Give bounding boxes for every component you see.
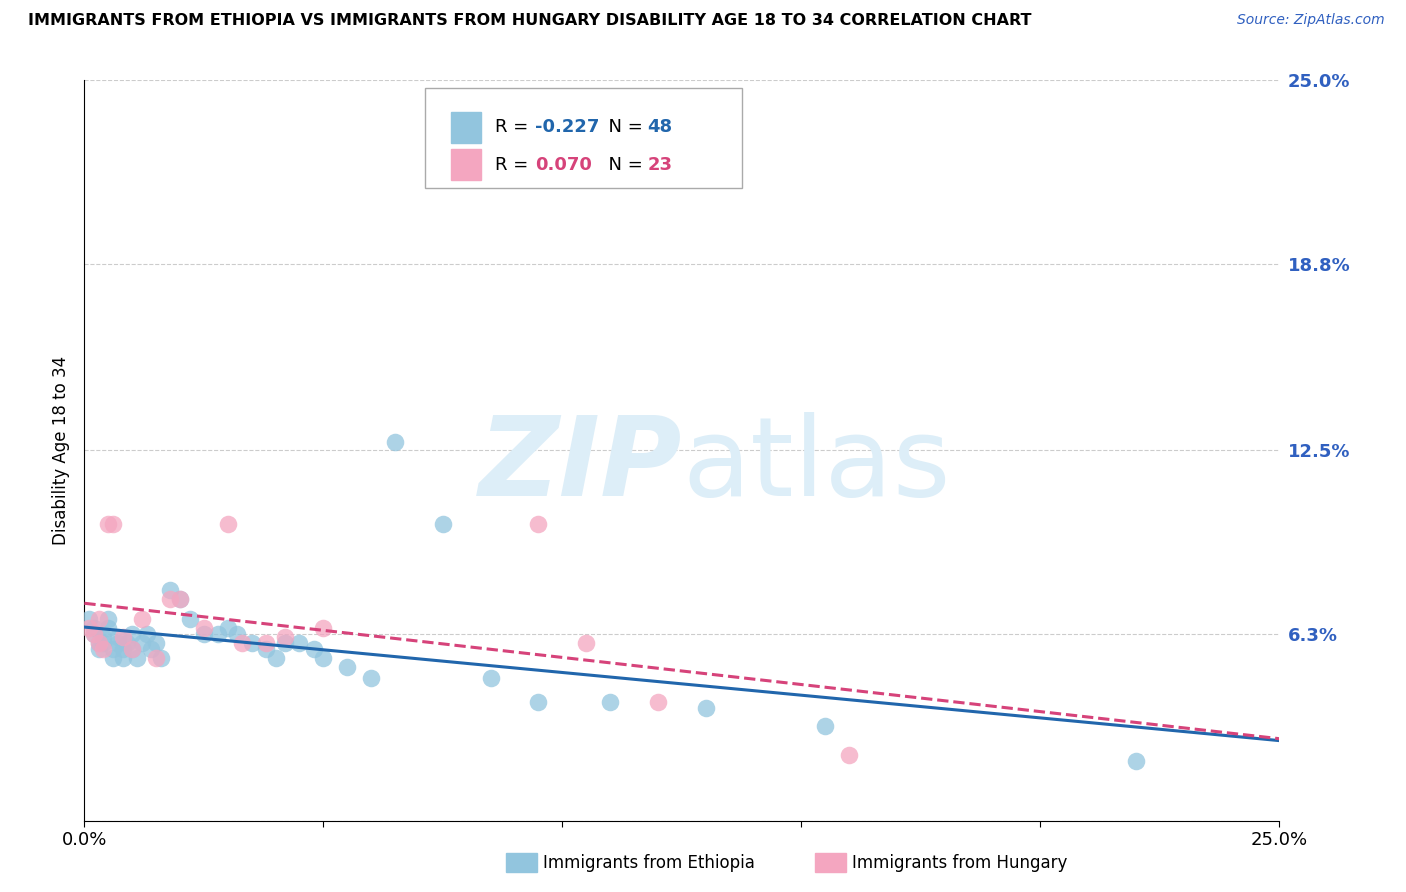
Point bbox=[101, 641, 124, 656]
Text: 23: 23 bbox=[647, 156, 672, 174]
Point bbox=[131, 612, 153, 626]
Text: N =: N = bbox=[598, 119, 648, 136]
Point bbox=[193, 627, 215, 641]
Point bbox=[121, 627, 143, 641]
Text: IMMIGRANTS FROM ETHIOPIA VS IMMIGRANTS FROM HUNGARY DISABILITY AGE 18 TO 34 CORR: IMMIGRANTS FROM ETHIOPIA VS IMMIGRANTS F… bbox=[28, 13, 1032, 29]
Text: 48: 48 bbox=[647, 119, 672, 136]
Text: R =: R = bbox=[495, 156, 534, 174]
Point bbox=[1125, 755, 1147, 769]
Point bbox=[87, 612, 110, 626]
Point bbox=[254, 641, 277, 656]
Point bbox=[384, 434, 406, 449]
Point bbox=[169, 591, 191, 606]
Point bbox=[87, 636, 110, 650]
Text: Source: ZipAtlas.com: Source: ZipAtlas.com bbox=[1237, 13, 1385, 28]
Point bbox=[231, 636, 253, 650]
Point bbox=[159, 591, 181, 606]
Text: atlas: atlas bbox=[682, 412, 950, 519]
Point bbox=[145, 650, 167, 665]
Point bbox=[97, 517, 120, 532]
Point bbox=[121, 641, 143, 656]
Point bbox=[93, 630, 115, 644]
Text: ZIP: ZIP bbox=[478, 412, 682, 519]
Point bbox=[101, 517, 124, 532]
Point bbox=[97, 612, 120, 626]
Point bbox=[97, 621, 120, 635]
Point bbox=[527, 695, 550, 709]
Text: N =: N = bbox=[598, 156, 648, 174]
Point bbox=[145, 636, 167, 650]
Point bbox=[83, 627, 105, 641]
Point bbox=[336, 659, 359, 673]
Point bbox=[647, 695, 669, 709]
Point bbox=[240, 636, 263, 650]
Text: Immigrants from Hungary: Immigrants from Hungary bbox=[852, 854, 1067, 871]
Point bbox=[432, 517, 454, 532]
Point bbox=[217, 621, 239, 635]
Point bbox=[179, 612, 201, 626]
Point bbox=[527, 517, 550, 532]
Point bbox=[111, 630, 134, 644]
Point bbox=[111, 641, 134, 656]
Point bbox=[83, 621, 105, 635]
Point bbox=[93, 641, 115, 656]
Point bbox=[274, 636, 297, 650]
Point bbox=[312, 621, 335, 635]
Point bbox=[814, 719, 837, 733]
Point bbox=[141, 641, 163, 656]
Point bbox=[226, 627, 249, 641]
Point bbox=[77, 612, 100, 626]
Bar bbox=[451, 149, 481, 180]
Bar bbox=[451, 112, 481, 143]
Point bbox=[207, 627, 229, 641]
Point bbox=[254, 636, 277, 650]
Text: Immigrants from Ethiopia: Immigrants from Ethiopia bbox=[543, 854, 755, 871]
Point bbox=[149, 650, 172, 665]
Point bbox=[217, 517, 239, 532]
Y-axis label: Disability Age 18 to 34: Disability Age 18 to 34 bbox=[52, 356, 70, 545]
Point bbox=[599, 695, 621, 709]
Point bbox=[93, 636, 115, 650]
Point bbox=[288, 636, 311, 650]
Point bbox=[111, 650, 134, 665]
Point bbox=[131, 636, 153, 650]
Point bbox=[125, 650, 148, 665]
Point bbox=[274, 630, 297, 644]
Point bbox=[169, 591, 191, 606]
Point bbox=[695, 701, 717, 715]
Point bbox=[838, 748, 860, 763]
Point bbox=[193, 621, 215, 635]
Text: R =: R = bbox=[495, 119, 534, 136]
FancyBboxPatch shape bbox=[425, 87, 742, 187]
Point bbox=[312, 650, 335, 665]
Text: 0.070: 0.070 bbox=[534, 156, 592, 174]
Point bbox=[87, 641, 110, 656]
Point bbox=[117, 636, 139, 650]
Point bbox=[479, 672, 502, 686]
Text: -0.227: -0.227 bbox=[534, 119, 599, 136]
Point bbox=[264, 650, 287, 665]
Point bbox=[83, 627, 105, 641]
Point bbox=[575, 636, 598, 650]
Point bbox=[77, 621, 100, 635]
Point bbox=[360, 672, 382, 686]
Point bbox=[107, 630, 129, 644]
Point bbox=[107, 636, 129, 650]
Point bbox=[87, 636, 110, 650]
Point bbox=[302, 641, 325, 656]
Point bbox=[159, 582, 181, 597]
Point bbox=[101, 650, 124, 665]
Point bbox=[135, 627, 157, 641]
Point bbox=[121, 641, 143, 656]
